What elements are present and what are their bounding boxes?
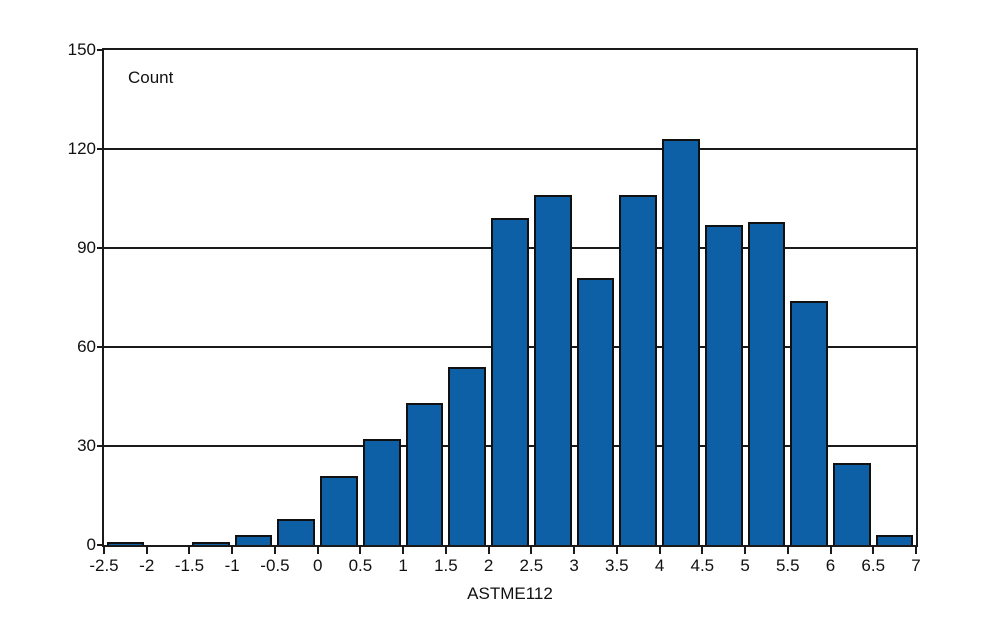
x-tick-label: 6: [825, 556, 836, 575]
histogram-bar: [191, 541, 230, 545]
x-axis-tick: [701, 547, 704, 554]
x-axis-tick: [829, 547, 832, 554]
y-tick-label: 120: [67, 139, 96, 158]
y-axis-tick: [97, 247, 102, 249]
x-tick-label: 6.5: [861, 556, 886, 575]
x-axis-tick: [145, 547, 148, 554]
x-axis-tick: [273, 547, 276, 554]
histogram-bar: [875, 535, 914, 545]
plot-area: Count: [97, 48, 918, 554]
y-axis-label: Count: [128, 68, 174, 87]
histogram-bar: [277, 518, 316, 545]
x-axis-tick: [231, 547, 234, 554]
histogram-bar: [234, 535, 273, 545]
x-axis-tick: [786, 547, 789, 554]
histogram-bar: [448, 366, 487, 545]
x-axis-tick: [188, 547, 191, 554]
x-tick-label: 0.5: [348, 556, 373, 575]
histogram-bar: [662, 139, 700, 545]
x-tick-label: -0.5: [260, 556, 290, 575]
x-tick-label: -2.5: [89, 556, 119, 575]
x-axis-tick: [444, 547, 447, 554]
x-axis-tick: [530, 547, 533, 554]
x-tick-label: 1: [398, 556, 408, 575]
x-tick-label: 7: [911, 556, 921, 575]
histogram-bar: [533, 195, 572, 545]
x-axis-tick: [316, 547, 319, 554]
histogram-bar: [704, 224, 743, 545]
y-axis-tick: [97, 49, 102, 51]
histogram-bar: [790, 300, 829, 545]
histogram-bar: [405, 403, 444, 545]
y-tick-label: 0: [86, 535, 96, 554]
y-axis-tick: [97, 346, 102, 348]
y-axis-tick: [97, 445, 102, 447]
histogram-bar: [362, 439, 401, 545]
x-tick-label: 0: [312, 556, 323, 575]
x-axis-tick: [573, 547, 576, 554]
y-tick-label: 30: [77, 436, 96, 455]
x-axis-tick: [402, 547, 405, 554]
y-axis-tick: [97, 544, 102, 546]
histogram-bar: [747, 221, 786, 545]
histogram-bar: [619, 195, 658, 545]
histogram-bar: [106, 541, 145, 545]
y-tick-label: 150: [67, 40, 96, 59]
y-tick-label: 90: [77, 238, 96, 257]
x-tick-label: 2.5: [519, 556, 544, 575]
x-tick-label: -2: [139, 556, 155, 575]
x-tick-label: 1.5: [434, 556, 458, 575]
x-tick-label: 5.5: [775, 556, 800, 575]
x-axis-tick: [359, 547, 362, 554]
y-tick-label: 60: [77, 337, 96, 356]
x-axis-tick: [615, 547, 618, 554]
x-axis-title: ASTME112: [467, 584, 553, 603]
x-tick-label: 3.5: [605, 556, 629, 575]
x-axis-tick: [915, 547, 917, 554]
x-tick-label: 3: [569, 556, 579, 575]
x-tick-label: 2: [483, 556, 494, 575]
x-tick-label: 4: [654, 556, 665, 575]
y-axis-tick: [97, 148, 102, 150]
x-tick-label: 4.5: [690, 556, 715, 575]
x-axis-tick: [103, 547, 105, 554]
histogram-bar: [320, 475, 358, 545]
histogram-bar: [491, 218, 529, 545]
histogram-bar: [576, 277, 615, 545]
x-axis-tick: [658, 547, 661, 554]
x-tick-label: -1: [224, 556, 240, 575]
x-tick-label: -1.5: [174, 556, 205, 575]
histogram-bar: [833, 462, 871, 545]
x-axis-tick: [744, 547, 747, 554]
gridline: [104, 148, 916, 150]
x-axis-tick: [872, 547, 875, 554]
x-axis-tick: [487, 547, 490, 554]
x-tick-label: 5: [740, 556, 750, 575]
